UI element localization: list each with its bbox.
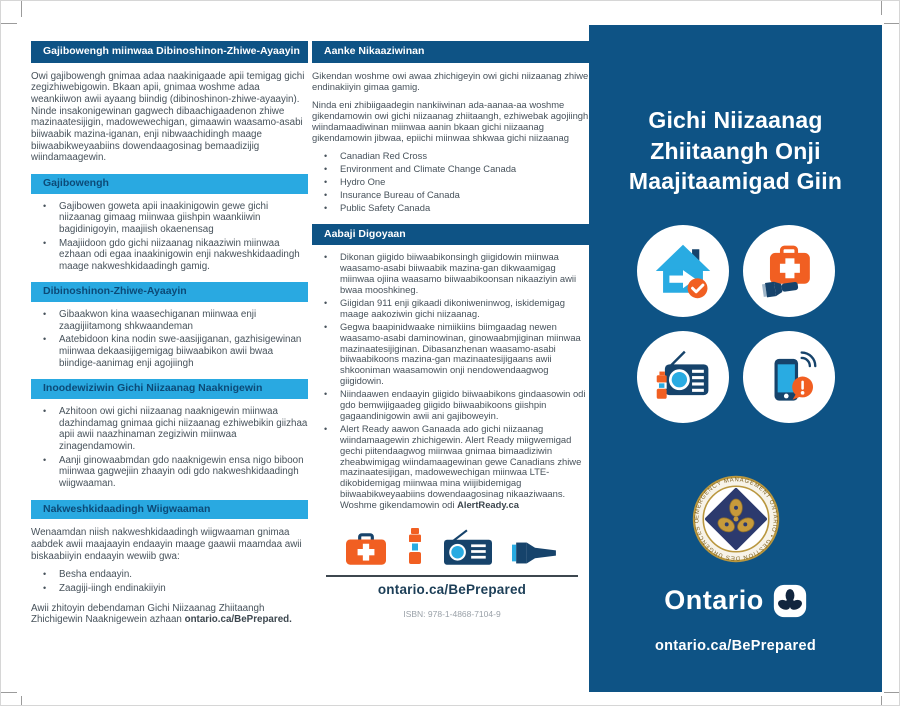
cover-title-line: Maajitaamigad Giin (628, 168, 843, 195)
left-footer-paragraph: Awii zhitoyin debendaman Gichi Niizaanag… (31, 603, 308, 626)
first-aid-kit-icon (346, 533, 386, 565)
section-header-nakweshkidaadingh: Nakweshkidaadingh Wiigwaaman (31, 499, 308, 520)
cover-panel: Gichi Niizaanag Zhiitaangh Onji Maajitaa… (589, 25, 882, 692)
phone-alert-icon (774, 351, 816, 401)
cover-be-prepared-url[interactable]: ontario.ca/BePrepared (654, 637, 817, 654)
icon-circle (636, 224, 729, 317)
list-item: Gibaakwon kina waasechiganan miinwaa enj… (31, 309, 308, 332)
ontario-wordmark-text: Ontario (664, 585, 764, 616)
list-item: Besha endaayin. (31, 569, 308, 581)
footer-text: Awii zhitoyin debendaman Gichi Niizaanag… (31, 602, 265, 626)
list-item-org: Insurance Bureau of Canada (312, 189, 592, 201)
emergency-management-seal: EMERGENCY MANAGEMENT ONTARIO • GESTION D… (589, 471, 882, 568)
crop-mark (1, 692, 17, 693)
organization-list: Canadian Red Cross Environment and Clima… (312, 150, 592, 214)
section-header-gajibowengh: Gajibowengh (31, 173, 308, 194)
divider (326, 575, 578, 578)
list-item: Alert Ready aawon Ganaada ado gichi niiz… (312, 422, 592, 511)
list-item: Giigidan 911 enji gikaadi dikoniweninwog… (312, 297, 592, 320)
cover-title-line: Zhiitaangh Onji (650, 137, 821, 164)
crop-mark (881, 696, 882, 705)
section-header-aabaji-digoyaan: Aabaji Digoyaan (312, 223, 592, 246)
ontario-wordmark: Ontario (589, 584, 882, 618)
section-header-aanke-nikaaziwinan: Aanke Nikaaziwinan (312, 41, 592, 63)
bullet-list: Besha endaayin. Zaagiji-iingh endinakiiy… (31, 569, 308, 594)
alert-ready-link[interactable]: AlertReady.ca (457, 499, 519, 511)
middle-column: Aanke Nikaaziwinan Gikendan woshme owi a… (312, 41, 592, 619)
crop-mark (884, 23, 899, 24)
be-prepared-link[interactable]: ontario.ca/BePrepared. (184, 614, 292, 626)
crop-mark (1, 23, 17, 24)
section-header-gajibowengh-dibinoshinon: Gajibowengh miinwaa Dibinoshinon-Zhiwe-A… (31, 41, 308, 63)
radio-icon (444, 529, 492, 565)
list-item: Niindaawen endaayin giigido biiwaabikons… (312, 388, 592, 422)
trillium-logo-icon (773, 584, 806, 617)
bullet-list: Azhitoon owi gichi niizaanag naaknigewin… (31, 406, 308, 490)
crop-mark (881, 1, 882, 15)
crop-mark (21, 1, 22, 17)
cover-title-line: Gichi Niizaanag (648, 107, 823, 133)
isbn-number: ISBN: 978-1-4868-7104-9 (403, 609, 501, 620)
cover-title: Gichi Niizaanag Zhiitaangh Onji Maajitaa… (589, 105, 882, 197)
paragraph: Gikendan woshme owi awaa zhichigeyin owi… (312, 69, 589, 92)
list-item-org: Environment and Climate Change Canada (312, 163, 592, 175)
water-bottle-icon (409, 528, 421, 565)
section-header-inoodewiziwin: Inoodewiziwin Gichi Niizaanag Naaknigewi… (31, 379, 308, 400)
list-item-org: Public Safety Canada (312, 202, 592, 214)
icon-circle (742, 224, 835, 317)
cover-icon-grid (636, 224, 835, 423)
paragraph: Ninda eni zhibiigaadegin nankiiwinan ada… (312, 99, 589, 144)
left-column: Gajibowengh miinwaa Dibinoshinon-Zhiwe-A… (31, 41, 308, 626)
icon-circle (742, 330, 835, 423)
radio-bottle-icon (656, 350, 708, 399)
crop-mark (21, 696, 22, 705)
section-header-dibinoshinon: Dibinoshinon-Zhiwe-Ayaayin (31, 282, 308, 303)
alert-ready-text: Alert Ready aawon Ganaada ado gichi niiz… (340, 422, 582, 511)
list-item: Gajibowen goweta apii inaakinigowin gewe… (31, 201, 308, 236)
list-item: Aatebidoon kina nodin swe-aasijiganan, g… (31, 334, 308, 369)
icon-circle (636, 330, 729, 423)
crop-mark (884, 692, 899, 693)
be-prepared-url[interactable]: ontario.ca/BePrepared (377, 582, 527, 598)
paragraph: Wenaamdan niish nakweshkidaadingh wiigwa… (31, 527, 302, 562)
list-item: Maajiidoon gdo gichi niizaanag nikaaziwi… (31, 238, 308, 273)
first-aid-flashlight-icon (761, 245, 810, 298)
evacuate-house-icon (655, 244, 710, 298)
list-item-org: Canadian Red Cross (312, 150, 592, 162)
bullet-list: Gibaakwon kina waasechiganan miinwaa enj… (31, 309, 308, 369)
list-item: Aanji ginowaabmdan gdo naaknigewin ensa … (31, 455, 308, 490)
list-item: Zaagiji-iingh endinakiiyin (31, 583, 308, 595)
bullet-list: Dikonan giigido biiwaabikonsingh giigido… (312, 251, 592, 511)
emergency-kit-icon-row (312, 527, 592, 565)
paragraph: Owi gajibowengh gnimaa adaa naakinigaade… (31, 70, 305, 164)
list-item-org: Hydro One (312, 176, 592, 188)
flashlight-icon (512, 542, 556, 564)
list-item: Gegwa baapinidwaake nimiikiins biimgaada… (312, 321, 592, 387)
list-item: Dikonan giigido biiwaabikonsingh giigido… (312, 251, 592, 296)
list-item: Azhitoon owi gichi niizaanag naaknigewin… (31, 406, 308, 453)
bullet-list: Gajibowen goweta apii inaakinigowin gewe… (31, 201, 308, 273)
